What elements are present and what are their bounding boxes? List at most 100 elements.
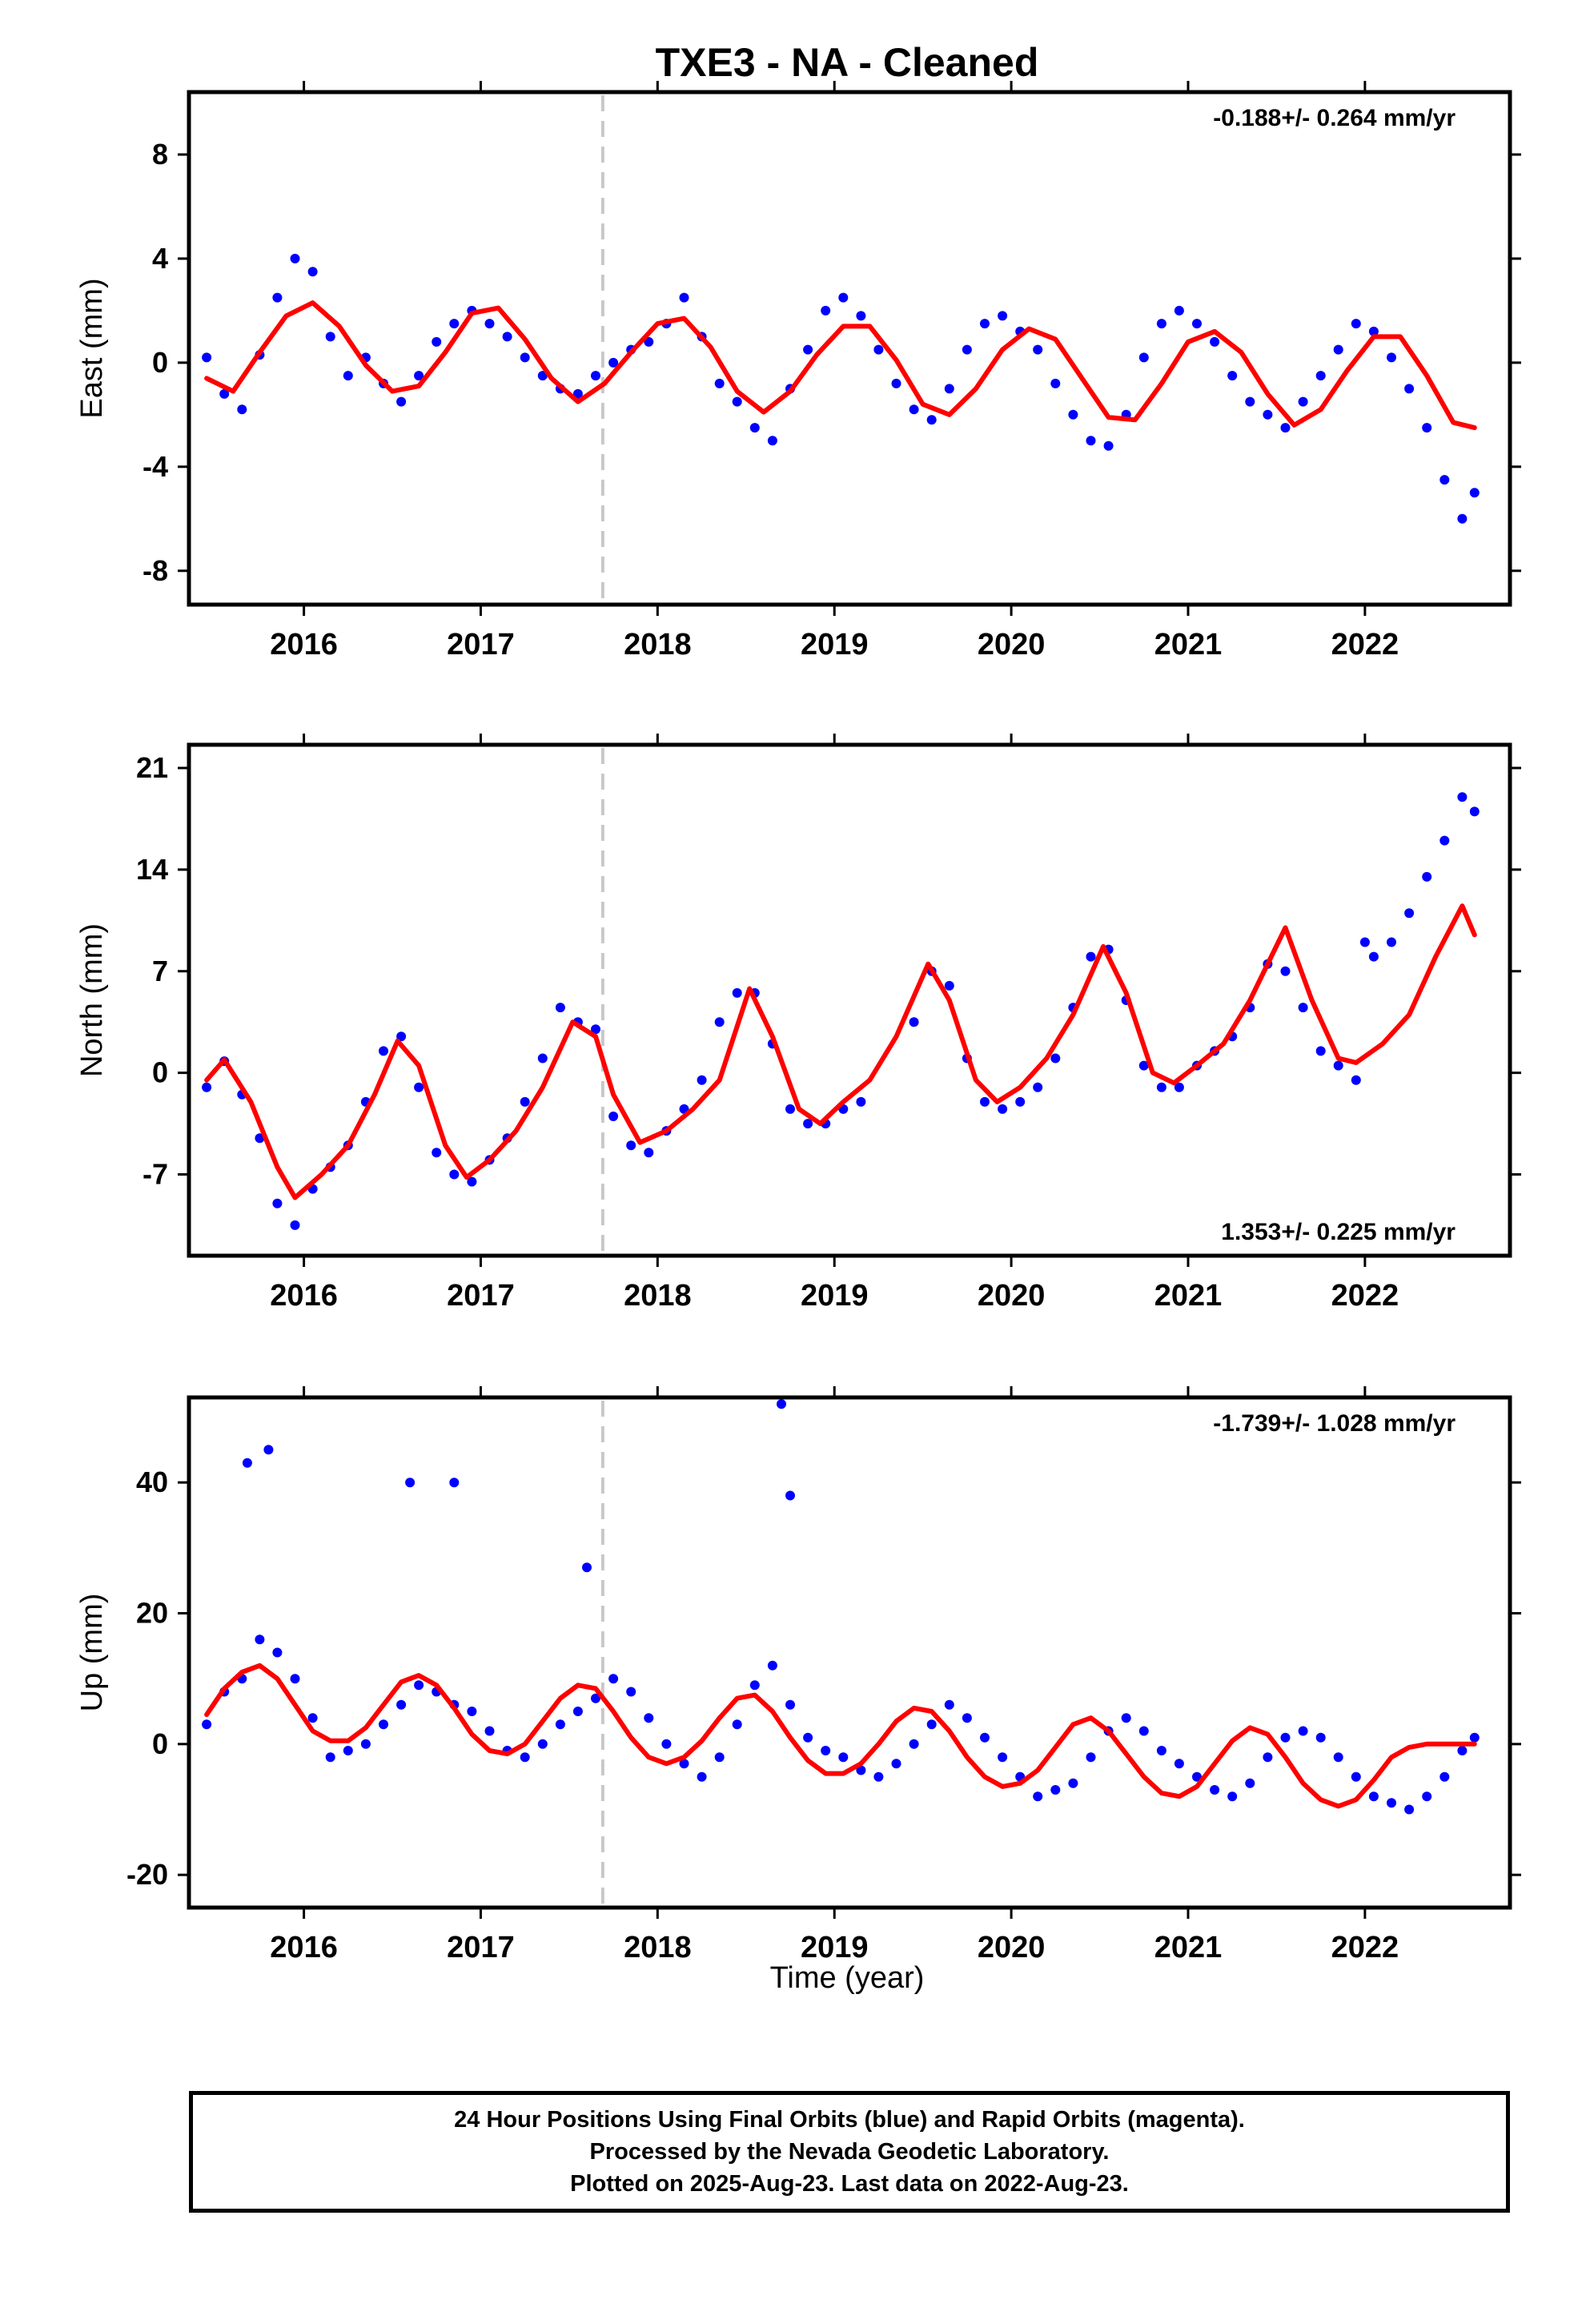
east-data-point xyxy=(1351,319,1361,329)
up-data-point xyxy=(1068,1778,1078,1788)
east-data-point xyxy=(1192,319,1202,329)
east-data-point xyxy=(1103,440,1114,451)
caption-box: 24 Hour Positions Using Final Orbits (bl… xyxy=(189,2091,1510,2213)
up-panel: -20 0 20 40 2016 2017 2018 2019 2020 2021 2022 Up (… xyxy=(75,1386,1521,1964)
east-data-point xyxy=(1050,378,1061,388)
up-data-point xyxy=(263,1445,274,1455)
east-data-point xyxy=(1033,344,1043,355)
up-data-point xyxy=(255,1634,265,1645)
north-data-point xyxy=(980,1096,990,1107)
up-y-tick-label: 40 xyxy=(136,1466,168,1498)
up-data-point xyxy=(360,1739,371,1749)
chart-title: TXE3 - NA - Cleaned xyxy=(656,40,1039,85)
east-y-tick-label: -4 xyxy=(143,450,168,483)
north-y-tick-label: -7 xyxy=(143,1158,168,1191)
up-x-tick-label: 2016 xyxy=(270,1931,338,1964)
east-data-point xyxy=(891,378,901,388)
up-data-point xyxy=(555,1719,565,1730)
east-data-point xyxy=(1298,396,1308,407)
east-data-point xyxy=(237,404,247,415)
north-panel: -7 0 7 14 21 2016 2017 2018 2019 2020 2021 2022 Nort… xyxy=(75,734,1521,1313)
up-model-curve xyxy=(204,1663,1477,1809)
east-data-point xyxy=(1387,352,1396,363)
caption-line-3: Plotted on 2025-Aug-23. Last data on 202… xyxy=(570,2171,1129,2197)
east-data-point xyxy=(343,371,353,381)
north-data-point xyxy=(202,1082,212,1092)
north-data-point xyxy=(467,1176,477,1187)
east-x-tick-label: 2020 xyxy=(978,628,1046,661)
east-data-point xyxy=(502,332,512,342)
north-data-point xyxy=(1439,835,1450,846)
up-x-tick-label: 2018 xyxy=(624,1931,692,1964)
east-data-point xyxy=(290,253,300,263)
up-x-tick-label: 2021 xyxy=(1154,1931,1223,1964)
up-data-point xyxy=(926,1719,937,1730)
up-x-tick-label: 2017 xyxy=(447,1931,515,1964)
up-data-point xyxy=(626,1687,636,1697)
east-data-point xyxy=(679,292,689,303)
north-data-point xyxy=(909,1017,919,1027)
east-data-point xyxy=(396,396,407,407)
up-data-point xyxy=(697,1771,707,1782)
up-data-point xyxy=(1315,1732,1326,1743)
east-data-point xyxy=(1422,423,1432,433)
east-data-point xyxy=(537,371,548,381)
up-data-point xyxy=(1469,1732,1480,1743)
north-y-tick-label: 7 xyxy=(152,955,168,987)
up-data-point xyxy=(909,1739,919,1749)
up-data-point xyxy=(272,1647,283,1658)
north-data-point xyxy=(555,1003,565,1013)
east-plot-frame xyxy=(187,90,1512,607)
east-data-point xyxy=(572,388,583,399)
north-data-point xyxy=(1404,908,1415,919)
east-data-point xyxy=(272,292,283,303)
north-data-point xyxy=(1368,951,1379,962)
east-data-point xyxy=(732,396,742,407)
east-x-tick-label: 2016 xyxy=(270,628,338,661)
up-data-point xyxy=(838,1752,849,1763)
east-data-point xyxy=(484,319,495,329)
up-data-point xyxy=(414,1680,424,1691)
east-data-point xyxy=(520,352,530,363)
east-data-point xyxy=(1368,326,1379,336)
north-data-point xyxy=(998,1104,1008,1114)
north-data-point xyxy=(1033,1082,1043,1092)
up-data-point xyxy=(1280,1732,1291,1743)
east-data-point xyxy=(1138,352,1149,363)
up-data-point xyxy=(1368,1791,1379,1802)
north-data-point xyxy=(608,1112,619,1121)
east-data-point xyxy=(873,344,884,355)
north-data-point xyxy=(803,1119,813,1129)
east-data-point xyxy=(1280,423,1291,433)
east-data-point xyxy=(714,378,725,388)
east-x-tick-label: 2022 xyxy=(1331,628,1399,661)
east-data-point xyxy=(202,352,212,363)
north-data-point xyxy=(1469,806,1480,817)
east-data-point xyxy=(749,423,760,433)
north-data-point xyxy=(1333,1060,1343,1071)
up-data-point xyxy=(1156,1746,1166,1755)
east-data-point xyxy=(998,311,1008,321)
north-y-axis-label: North (mm) xyxy=(75,923,109,1077)
up-data-point xyxy=(1086,1752,1096,1763)
up-data-point xyxy=(484,1726,495,1736)
east-data-point xyxy=(1469,488,1480,498)
east-data-point xyxy=(1315,371,1326,381)
east-data-point xyxy=(219,388,230,399)
north-data-point xyxy=(1015,1096,1026,1107)
up-data-point xyxy=(202,1719,212,1730)
east-data-point xyxy=(1068,409,1078,420)
east-data-point xyxy=(1227,371,1238,381)
north-data-point xyxy=(520,1096,530,1107)
up-y-axis-label: Up (mm) xyxy=(75,1594,109,1712)
up-data-point xyxy=(1439,1771,1450,1782)
east-data-point xyxy=(838,292,849,303)
up-data-point xyxy=(732,1719,742,1730)
up-data-point xyxy=(1192,1771,1202,1782)
up-data-point xyxy=(290,1674,300,1684)
up-data-point xyxy=(1263,1752,1273,1763)
caption-line-1: 24 Hour Positions Using Final Orbits (bl… xyxy=(454,2107,1245,2133)
up-data-point xyxy=(962,1713,972,1723)
